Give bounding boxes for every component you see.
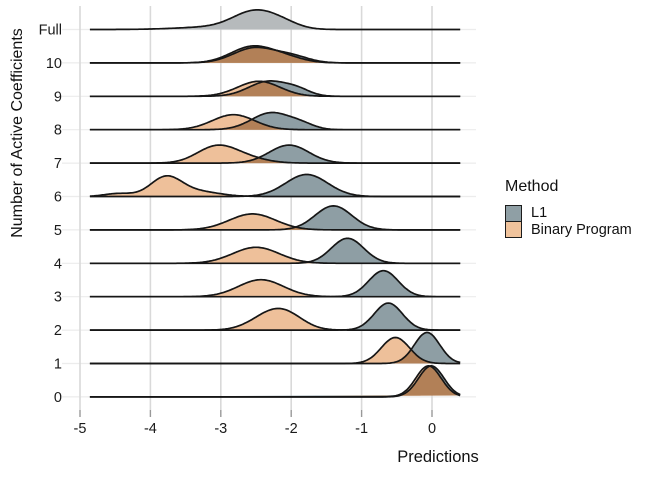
ridge-overlap-fill: [89, 81, 461, 97]
ridge-full: [89, 9, 461, 31]
y-tick-label: 4: [54, 256, 62, 272]
y-tick-label: 6: [54, 190, 62, 206]
ridge-bp-outline: [89, 213, 461, 231]
y-tick-label: 9: [54, 89, 62, 105]
ridge-l1-fill: [89, 270, 461, 297]
ridge-bp-fill: [89, 308, 461, 331]
ridge-bp-outline: [89, 278, 461, 298]
ridge-l1-fill: [89, 238, 461, 264]
ridge-bp-outline: [89, 246, 461, 265]
ridge-l1-fill: [89, 174, 461, 197]
ridge-l1-fill: [89, 145, 461, 164]
y-tick-label: 1: [54, 357, 62, 373]
ridge-bp-outline: [89, 365, 461, 398]
ridge-bp-outline: [89, 174, 461, 198]
y-tick-label: 7: [54, 156, 62, 172]
ridge-bp-fill: [89, 175, 461, 197]
legend-label-l1: L1: [531, 205, 548, 222]
ridge-bp-outline: [89, 80, 461, 98]
y-tick-label: 3: [54, 290, 62, 306]
ridge-l1-fill: [89, 112, 461, 130]
x-axis-title: Predictions: [397, 448, 479, 466]
legend-swatch-binary-program: [505, 220, 522, 238]
ridge-overlap-fill: [89, 349, 461, 364]
legend-swatch-l1: [505, 205, 522, 222]
y-tick-label: Full: [39, 23, 62, 39]
ridge-bp-outline: [89, 307, 461, 331]
x-tick-label: -5: [74, 421, 87, 437]
ridge-bp-outline: [89, 336, 461, 365]
ridge-bp-outline: [89, 113, 461, 131]
y-axis-title: Number of Active Coefficients: [9, 28, 26, 238]
legend-label-binary-program: Binary Program: [531, 222, 632, 239]
ridge-bp-fill: [89, 247, 461, 264]
y-tick-label: 0: [54, 390, 62, 406]
ridge-l1-fill: [89, 303, 461, 331]
y-tick-label: 10: [46, 56, 62, 72]
ridge-overlap-fill: [89, 47, 461, 63]
ridge-bp-outline: [89, 44, 461, 64]
legend: Method L1 Binary Program: [505, 178, 632, 239]
legend-title: Method: [505, 178, 559, 195]
ridge-bp-fill: [89, 213, 461, 230]
ridge-bp-fill: [89, 279, 461, 297]
y-tick-label: 5: [54, 223, 62, 239]
ridge-bp-outline: [89, 144, 461, 164]
ridge-overlap-fill: [89, 366, 461, 397]
x-tick-label: -3: [214, 421, 227, 437]
x-tick-label: -1: [355, 421, 368, 437]
x-tick-label: -2: [285, 421, 298, 437]
x-tick-label: -4: [144, 421, 157, 437]
y-tick-label: 8: [54, 123, 62, 139]
y-tick-label: 2: [54, 323, 62, 339]
x-tick-label: 0: [428, 421, 436, 437]
